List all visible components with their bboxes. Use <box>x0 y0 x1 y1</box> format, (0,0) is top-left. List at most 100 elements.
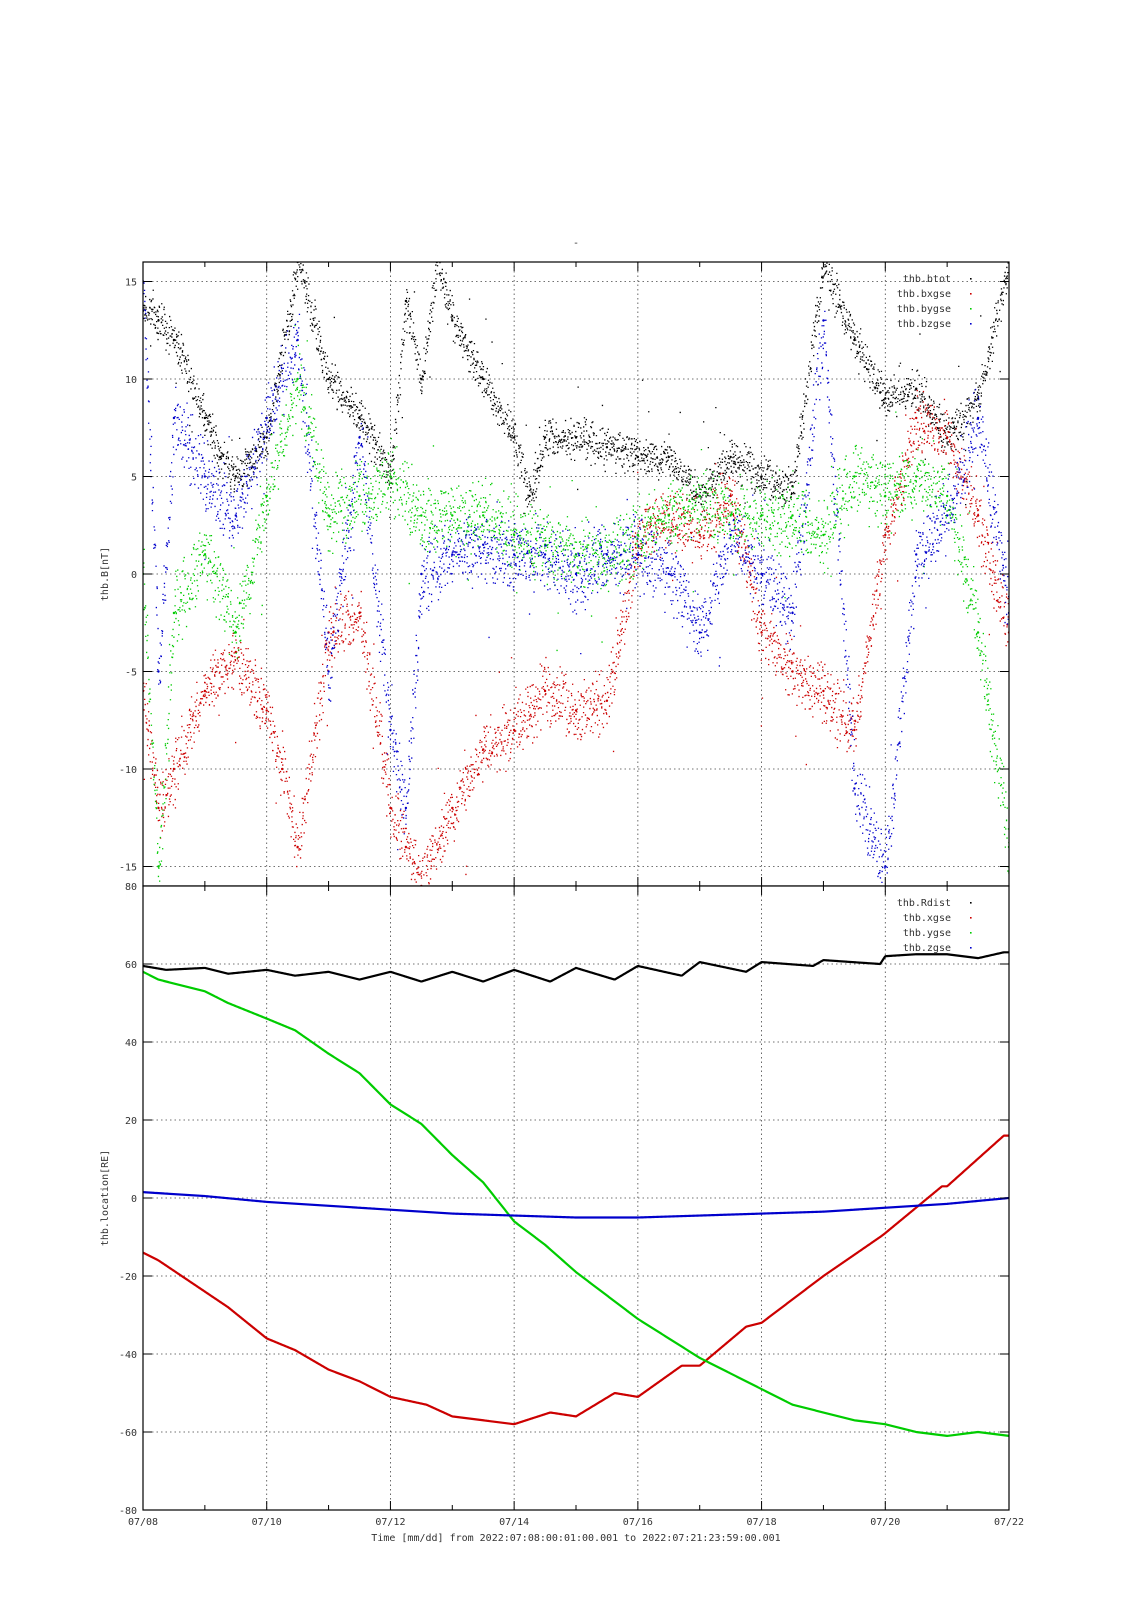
data-point <box>404 845 408 849</box>
data-point <box>404 806 408 810</box>
data-point <box>574 436 578 439</box>
legend-label: thb.Rdist <box>897 898 951 909</box>
legend-label: thb.xgse <box>903 913 951 924</box>
legend-label: thb.zgse <box>903 943 951 954</box>
data-point <box>404 299 408 303</box>
y-tick-label: -60 <box>119 1428 137 1439</box>
data-point <box>822 1210 825 1213</box>
y-tick-label: -80 <box>119 1506 137 1517</box>
data-point <box>157 1259 160 1262</box>
series-3-dots <box>143 280 1009 883</box>
legend-marker <box>970 278 972 280</box>
data-point <box>265 709 268 712</box>
y-tick-label: -10 <box>119 765 137 776</box>
data-point <box>915 475 918 478</box>
legend-marker <box>970 323 972 325</box>
data-point <box>227 1306 229 1308</box>
data-point <box>203 689 207 693</box>
y-tick-label: 15 <box>125 278 137 289</box>
data-point <box>358 611 361 615</box>
data-point <box>946 1203 948 1205</box>
x-tick-label: 07/22 <box>994 1517 1024 1528</box>
data-point <box>165 969 167 971</box>
data-point <box>636 455 640 459</box>
data-point <box>389 1103 392 1106</box>
data-point <box>157 978 160 981</box>
data-point <box>745 1325 747 1328</box>
data-point <box>729 1372 732 1375</box>
data-point <box>358 978 361 981</box>
magnetic-field-panel: 15 10 5 0 -5 -10 -15 thb.B[nT] thb.btot thb.bxg… <box>100 261 1010 887</box>
data-point <box>451 514 454 517</box>
data-point <box>234 514 237 517</box>
data-point <box>157 670 160 673</box>
data-point <box>760 961 763 963</box>
data-point <box>513 969 515 971</box>
data-point <box>945 436 949 439</box>
legend-marker <box>970 902 972 904</box>
data-point <box>946 953 948 956</box>
data-point <box>172 611 176 615</box>
x-tick-labels: 07/08 07/10 07/12 07/14 07/16 07/18 07/20 07/22 <box>128 1517 1024 1528</box>
data-point <box>605 699 609 702</box>
data-point <box>451 553 454 556</box>
data-point <box>575 1216 577 1219</box>
data-point <box>946 1435 948 1437</box>
data-point <box>172 416 176 420</box>
data-point <box>294 1349 296 1351</box>
data-point <box>812 1283 814 1285</box>
x-tick-label: 07/12 <box>375 1517 405 1528</box>
data-point <box>203 416 207 420</box>
data-point <box>698 961 701 963</box>
data-point <box>358 494 361 498</box>
data-point <box>451 1154 454 1156</box>
data-point <box>945 514 949 517</box>
y-tick-label: -5 <box>125 668 137 679</box>
data-point <box>420 572 423 576</box>
data-point <box>358 1380 361 1383</box>
y-tick-label: 40 <box>125 1038 137 1049</box>
data-point <box>420 1123 423 1125</box>
data-point <box>389 728 392 732</box>
data-point <box>227 972 229 975</box>
series-1-dots <box>143 389 1009 886</box>
data-point <box>327 971 330 973</box>
x-tick-label: 07/20 <box>870 1517 900 1528</box>
data-point <box>204 1290 206 1293</box>
legend-label: thb.ygse <box>903 928 951 939</box>
data-point <box>265 416 268 420</box>
data-point <box>294 1029 296 1032</box>
data-point <box>605 446 609 449</box>
data-point <box>977 1431 979 1433</box>
data-point <box>389 971 392 973</box>
data-point <box>667 1337 670 1340</box>
data-point <box>451 319 454 322</box>
data-point <box>420 980 423 983</box>
data-point <box>203 475 207 478</box>
data-point <box>791 514 794 517</box>
data-point <box>812 965 814 967</box>
panel-1-grid <box>143 886 1009 1510</box>
data-point <box>482 1181 485 1184</box>
data-point <box>637 1396 639 1398</box>
data-point <box>667 514 670 517</box>
legend-marker <box>970 293 972 295</box>
data-point <box>203 553 207 556</box>
data-point <box>327 1205 330 1207</box>
panel-1-ylabel: thb.location[RE] <box>100 1150 111 1246</box>
data-point <box>512 533 516 537</box>
data-point <box>389 806 392 810</box>
panel-1-data <box>143 951 1009 1437</box>
data-point <box>698 1214 701 1217</box>
data-point <box>822 1275 825 1277</box>
data-point <box>543 689 547 693</box>
legend-label: thb.bygse <box>897 304 951 315</box>
data-point <box>512 728 516 732</box>
data-point <box>667 455 670 459</box>
data-point <box>680 1364 683 1367</box>
data-point <box>512 436 516 439</box>
data-point <box>227 1002 229 1004</box>
data-point <box>265 1337 268 1340</box>
data-point <box>574 572 578 576</box>
